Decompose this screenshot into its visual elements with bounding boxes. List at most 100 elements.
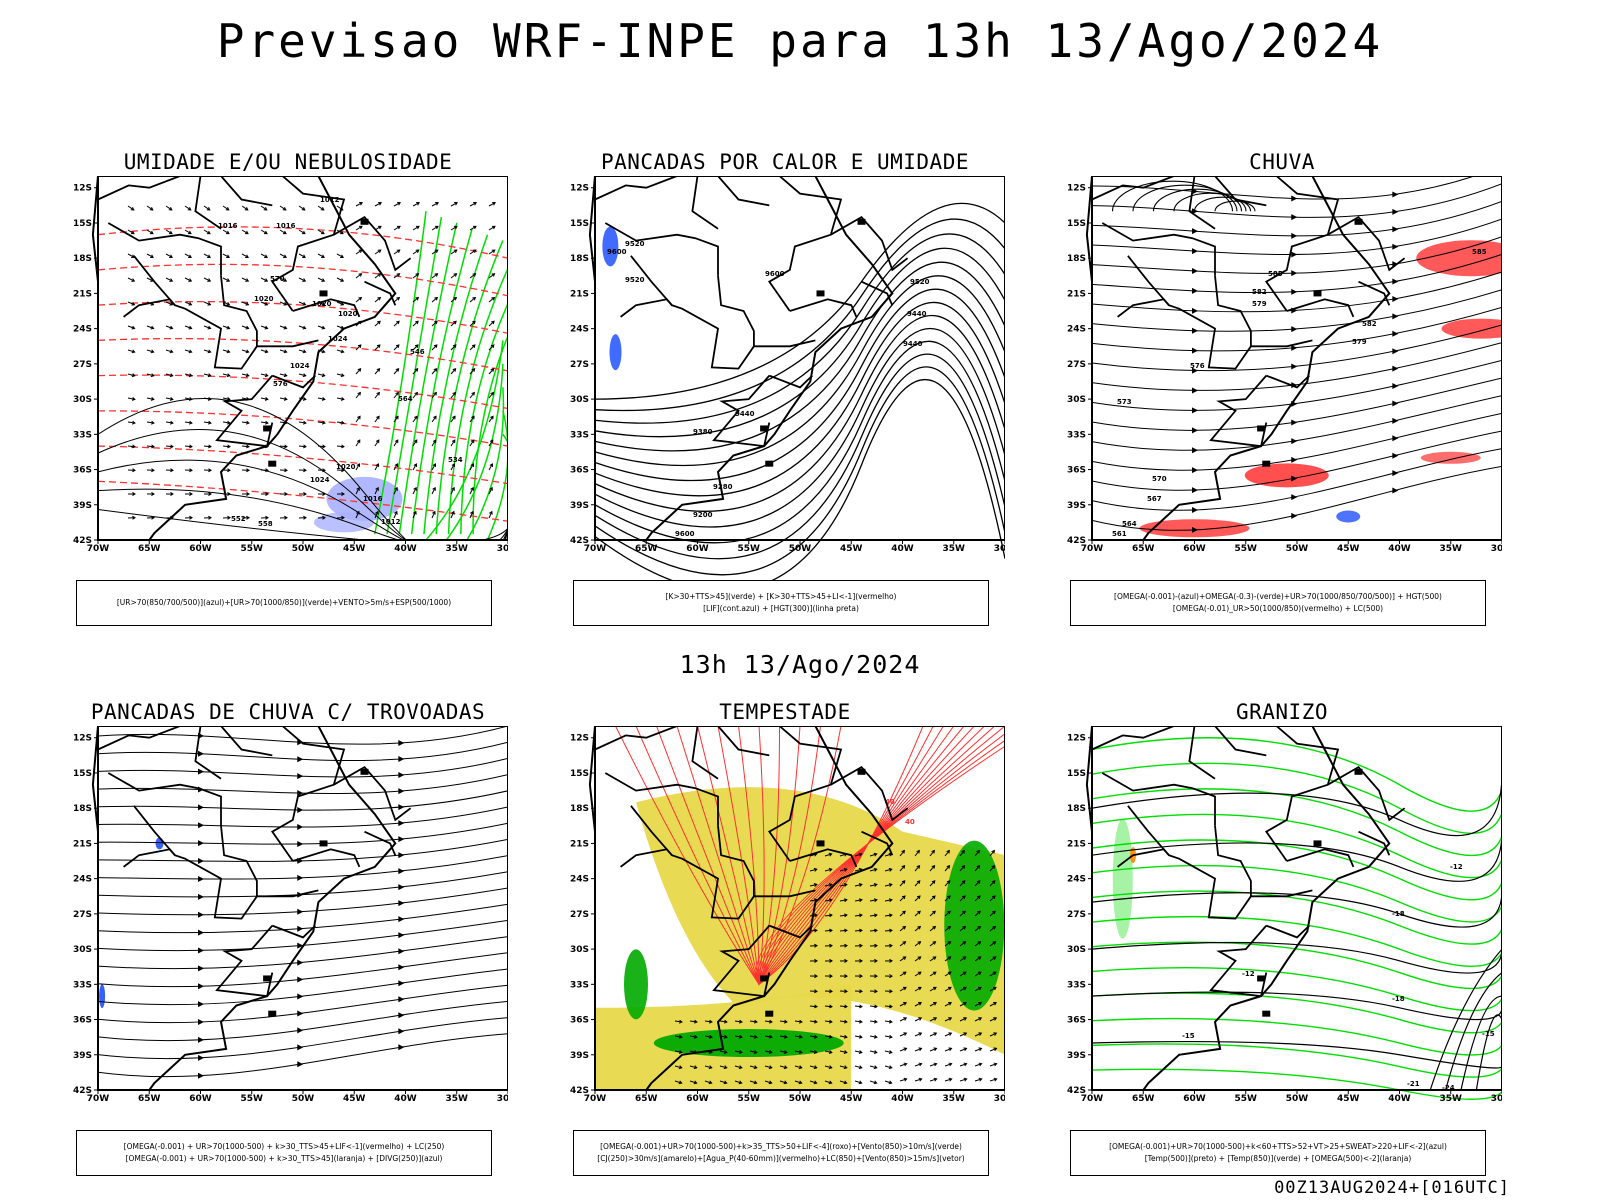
wind-vector bbox=[899, 880, 906, 887]
streamline-arrow bbox=[398, 820, 405, 827]
wind-vector-head bbox=[341, 444, 345, 449]
lon-label: 45W bbox=[840, 544, 863, 554]
fields bbox=[97, 726, 508, 1079]
lon-label: 60W bbox=[189, 544, 212, 554]
wind-vector bbox=[989, 971, 997, 977]
wind-vector-head bbox=[829, 928, 833, 933]
lake-mark bbox=[857, 218, 866, 225]
wind-vector bbox=[336, 349, 344, 353]
wind-vector-head bbox=[396, 225, 401, 230]
legend-line: [K>30+TTS>45](verde) + [K>30+TTS>45+LI<-… bbox=[665, 592, 897, 601]
wind-vector-head bbox=[918, 1062, 923, 1067]
wind-vector-head bbox=[738, 1065, 743, 1070]
border-line bbox=[364, 280, 397, 306]
wind-vector bbox=[899, 1017, 907, 1022]
wind-vector bbox=[824, 853, 832, 857]
wind-vector bbox=[336, 325, 344, 329]
panel-legend: [OMEGA(-0.001)-(azul)+OMEGA(-0.3)-(verde… bbox=[1070, 580, 1486, 626]
wind-vector-head bbox=[227, 515, 231, 520]
wind-vector bbox=[809, 1020, 818, 1023]
wind-vector bbox=[779, 1020, 788, 1023]
streamline-arrow bbox=[1291, 214, 1298, 221]
lat-label: 15S bbox=[1067, 219, 1086, 229]
wind-vector-head bbox=[188, 254, 192, 258]
panel-legend: [OMEGA(-0.001) + UR>70(1000-500) + k>30_… bbox=[76, 1130, 492, 1176]
streamline-arrow bbox=[1291, 494, 1298, 501]
main-title: Previsao WRF-INPE para 13h 13/Ago/2024 bbox=[216, 14, 1384, 68]
wind-vector bbox=[393, 225, 401, 231]
streamline-arrow bbox=[297, 840, 304, 847]
lon-label: 55W bbox=[1235, 1094, 1258, 1104]
green-contours-line bbox=[386, 216, 443, 535]
wind-vector-head bbox=[340, 396, 345, 401]
wind-vector-head bbox=[873, 1050, 878, 1054]
wind-vector-head bbox=[168, 207, 173, 211]
wind-vector bbox=[450, 511, 455, 519]
wind-vector bbox=[884, 1020, 893, 1023]
hgt300-contours-line bbox=[594, 247, 1005, 438]
green-contours-line bbox=[374, 211, 427, 535]
wind-vector bbox=[355, 344, 362, 351]
wind-vector bbox=[914, 865, 920, 872]
temp850-green-cluster bbox=[1112, 818, 1133, 939]
wind-vector bbox=[260, 349, 268, 353]
streamline-arrow bbox=[1392, 417, 1399, 424]
wind-vector-head bbox=[358, 225, 363, 230]
streamline-arrow bbox=[398, 1028, 405, 1035]
wind-vector-head bbox=[357, 391, 361, 396]
lat-label: 27S bbox=[570, 910, 589, 920]
hgt300-contours-line bbox=[594, 218, 1005, 412]
wind-vector-head bbox=[432, 510, 436, 515]
lat-label: 42S bbox=[1067, 536, 1086, 546]
wind-vector bbox=[989, 895, 996, 902]
wind-vector-head bbox=[858, 1065, 863, 1070]
lon-label: 45W bbox=[343, 544, 366, 554]
wind-vector bbox=[279, 397, 287, 400]
lon-label: 45W bbox=[1337, 544, 1360, 554]
wind-vector-head bbox=[246, 515, 250, 520]
wind-vector bbox=[203, 301, 211, 306]
border-line bbox=[717, 726, 770, 757]
wind-vector-head bbox=[859, 974, 863, 979]
streamline-arrow bbox=[297, 756, 304, 763]
streamline-arrow bbox=[297, 773, 304, 780]
wind-vector bbox=[944, 941, 951, 947]
wind-vector-head bbox=[188, 325, 193, 330]
streamline-arrow bbox=[1291, 438, 1298, 445]
wind-vector-head bbox=[303, 444, 307, 449]
lake-mark bbox=[360, 218, 369, 225]
divergence-blue bbox=[99, 984, 106, 1009]
wind-vector bbox=[989, 850, 995, 857]
wind-vector-head bbox=[284, 515, 288, 520]
wind-vector bbox=[165, 301, 173, 306]
streamline bbox=[97, 984, 508, 1024]
wind-vector bbox=[355, 297, 362, 303]
wind-vector bbox=[184, 301, 192, 306]
wind-vector bbox=[184, 373, 192, 377]
isobars-line bbox=[98, 488, 508, 540]
wind-vector bbox=[884, 1035, 892, 1038]
map-svg: 404012S15S18S21S24S27S30S33S36S39S42S70W… bbox=[570, 726, 1005, 1104]
wind-vector-head bbox=[227, 468, 231, 473]
wind-vector bbox=[749, 1020, 758, 1023]
wind-vector-head bbox=[225, 230, 230, 235]
wind-vector bbox=[944, 1002, 952, 1007]
wind-vector bbox=[488, 225, 496, 231]
wind-vector-head bbox=[320, 207, 325, 211]
wind-vector bbox=[689, 1065, 697, 1069]
lat-label: 12S bbox=[1067, 184, 1086, 194]
border-line bbox=[717, 176, 770, 207]
wind-vector-head bbox=[933, 1017, 938, 1021]
border-line bbox=[712, 925, 771, 998]
fields: -12-12-15-18-18-15-21 -24 bbox=[1091, 737, 1502, 1100]
border-line bbox=[1091, 176, 1175, 201]
wind-vector bbox=[929, 1002, 937, 1007]
wind-vector bbox=[674, 1035, 682, 1038]
lake-mark bbox=[319, 290, 328, 297]
contour-label: -15 bbox=[1182, 1032, 1195, 1040]
border-line bbox=[194, 176, 222, 230]
contour-label: 582 bbox=[1362, 320, 1377, 328]
wind-vector bbox=[203, 445, 212, 448]
